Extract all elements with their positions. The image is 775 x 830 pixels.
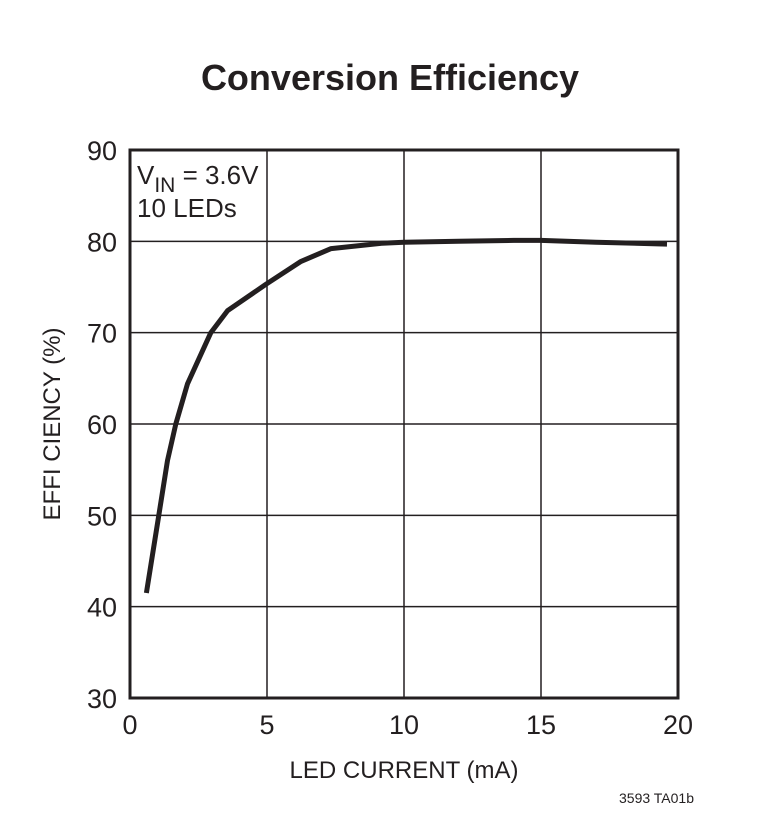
annotation-leds: 10 LEDs	[137, 193, 237, 223]
y-tick-label: 40	[87, 593, 117, 623]
chart-title: Conversion Efficiency	[201, 57, 579, 98]
x-tick-label: 20	[663, 710, 693, 740]
y-tick-label: 60	[87, 410, 117, 440]
y-tick-label: 50	[87, 501, 117, 531]
x-tick-label: 0	[122, 710, 137, 740]
plot-frame	[128, 148, 680, 700]
y-tick-label: 70	[87, 319, 117, 349]
y-tick-label: 30	[87, 684, 117, 714]
y-axis-label: EFFI CIENCY (%)	[39, 328, 66, 521]
x-tick-label: 5	[259, 710, 274, 740]
annotation-vin: VIN = 3.6V	[137, 160, 259, 197]
x-tick-label: 10	[389, 710, 419, 740]
y-tick-label: 90	[87, 136, 117, 166]
tick-labels: 0 5 10 15 20 30 40 50 60 70 80 90	[87, 136, 693, 740]
x-tick-label: 15	[526, 710, 556, 740]
grid	[129, 149, 679, 699]
footnote: 3593 TA01b	[619, 790, 694, 806]
y-tick-label: 80	[87, 227, 117, 257]
series-line	[143, 237, 668, 594]
x-axis-label: LED CURRENT (mA)	[290, 757, 519, 784]
